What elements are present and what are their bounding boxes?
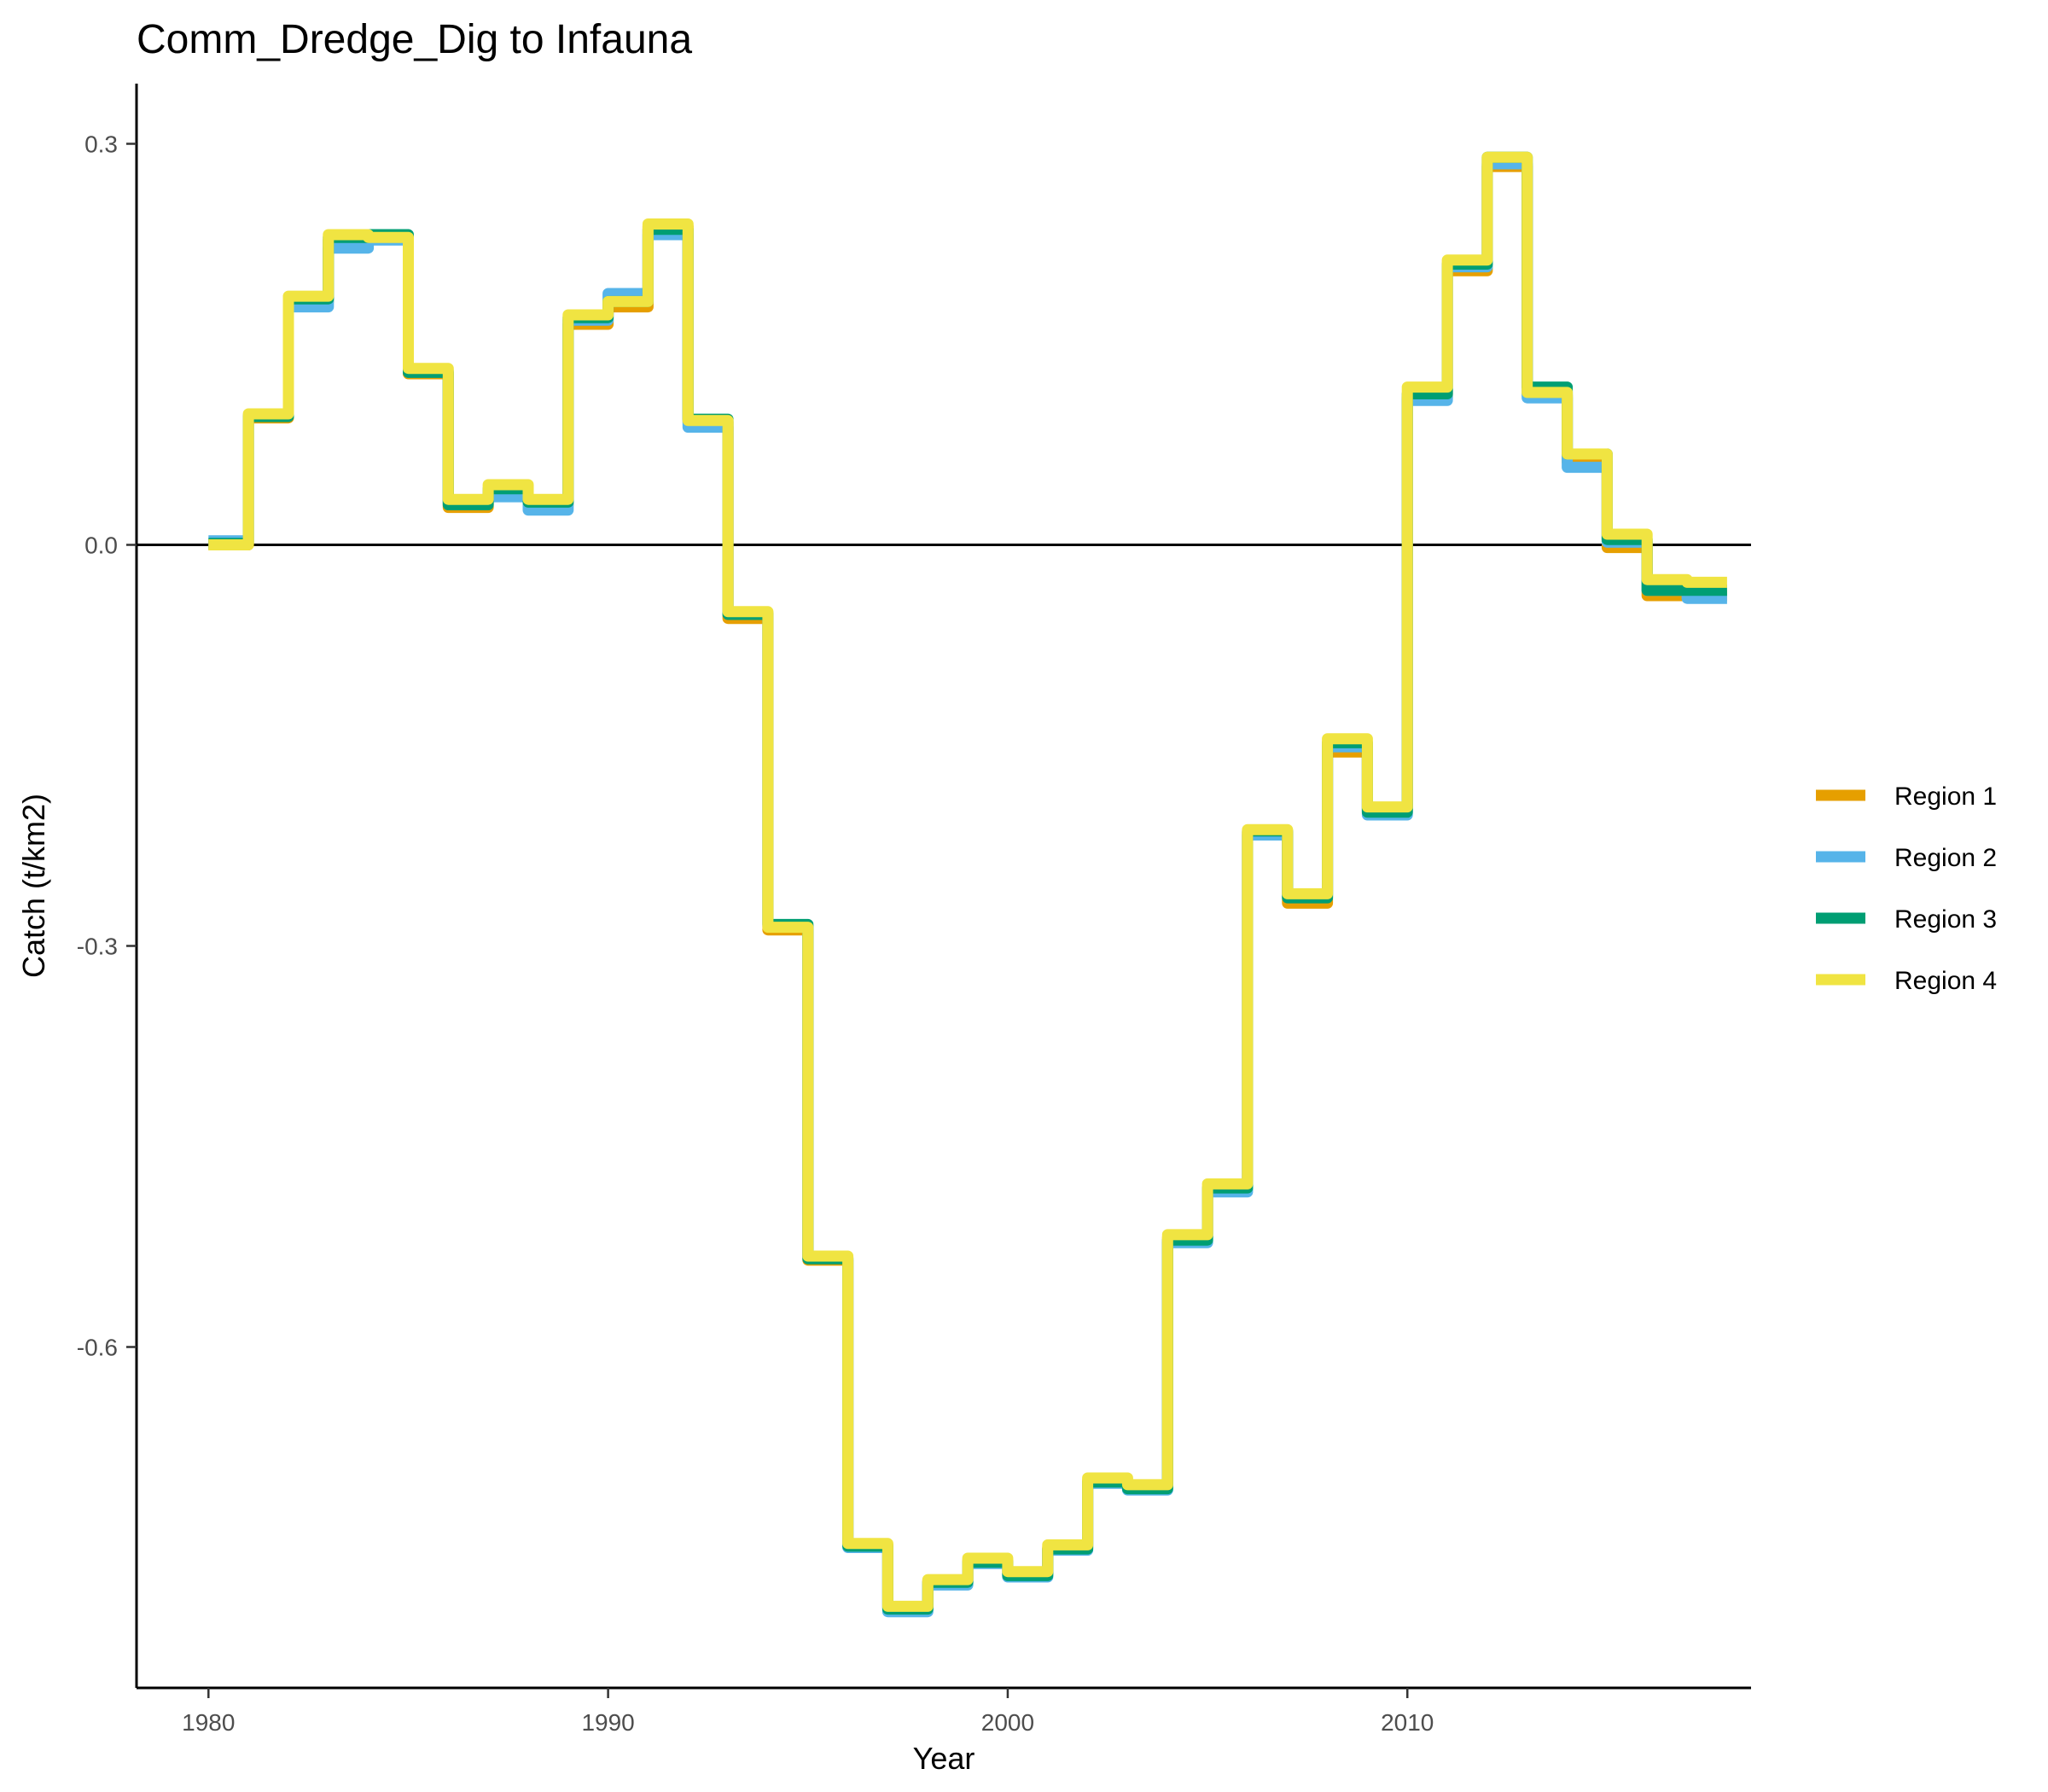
legend-label-region-4: Region 4 xyxy=(1894,967,1997,995)
x-axis-title: Year xyxy=(913,1741,975,1776)
x-tick-label: 2000 xyxy=(981,1709,1034,1736)
y-tick-label: 0.3 xyxy=(84,131,118,158)
y-axis-title: Catch (t/km2) xyxy=(16,794,51,978)
series-lines xyxy=(137,151,1751,1618)
series-line-region-3 xyxy=(208,151,1727,1615)
x-tick-label: 1990 xyxy=(581,1709,634,1736)
series-line-region-4 xyxy=(208,151,1727,1612)
series-line-region-2 xyxy=(208,158,1727,1618)
legend-label-region-1: Region 1 xyxy=(1894,783,1997,811)
legend: Region 1 Region 2 Region 3 Region 4 xyxy=(1816,783,1997,995)
y-tick-label: -0.3 xyxy=(77,934,118,960)
x-tick-label: 1980 xyxy=(182,1709,235,1736)
legend-label-region-3: Region 3 xyxy=(1894,905,1997,934)
y-tick-label: 0.0 xyxy=(84,532,118,559)
x-axis-ticks: 1980 1990 2000 2010 xyxy=(182,1688,1434,1736)
legend-label-region-2: Region 2 xyxy=(1894,844,1997,872)
chart-title: Comm_Dredge_Dig to Infauna xyxy=(137,17,692,62)
x-tick-label: 2010 xyxy=(1381,1709,1434,1736)
y-tick-label: -0.6 xyxy=(77,1335,118,1361)
series-line-region-1 xyxy=(208,160,1727,1614)
y-axis-ticks: 0.3 0.0 -0.3 -0.6 xyxy=(77,131,137,1361)
